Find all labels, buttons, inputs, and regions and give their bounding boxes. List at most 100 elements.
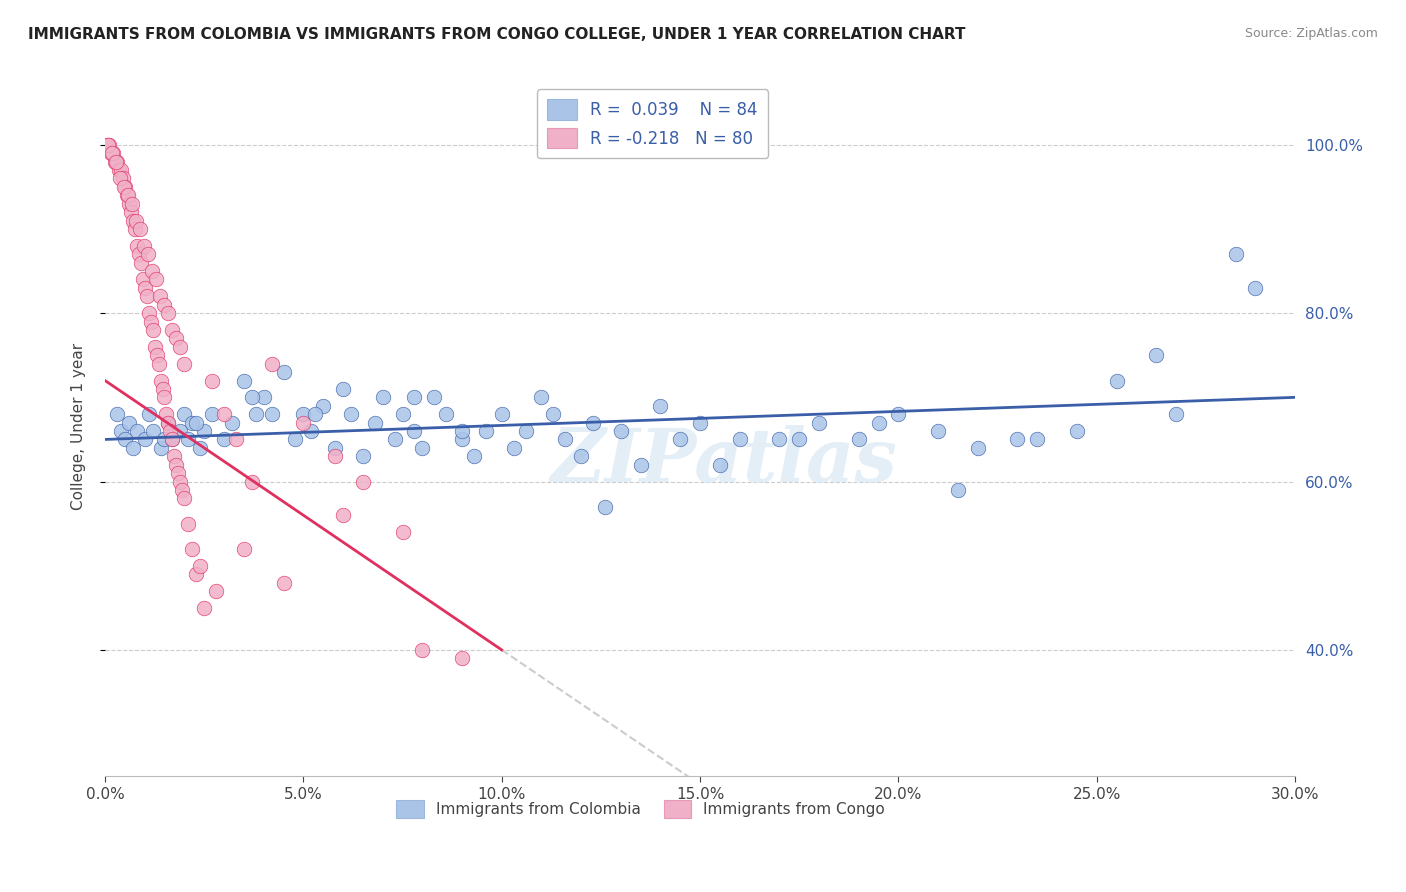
Point: [157, 416, 180, 430]
Point: [142, 323, 165, 337]
Point: [124, 222, 146, 236]
Point: [371, 390, 394, 404]
Point: [569, 450, 592, 464]
Point: [136, 247, 159, 261]
Point: [332, 508, 354, 523]
Point: [582, 416, 605, 430]
Point: [162, 433, 184, 447]
Point: [121, 441, 143, 455]
Point: [97, 137, 120, 152]
Point: [1166, 407, 1188, 421]
Point: [149, 441, 172, 455]
Point: [502, 441, 524, 455]
Point: [1244, 281, 1267, 295]
Point: [411, 441, 433, 455]
Point: [129, 255, 152, 269]
Point: [240, 390, 263, 404]
Point: [159, 424, 181, 438]
Point: [129, 222, 152, 236]
Point: [105, 154, 128, 169]
Point: [193, 600, 215, 615]
Point: [160, 323, 183, 337]
Point: [173, 491, 195, 506]
Point: [165, 458, 187, 472]
Point: [1105, 374, 1128, 388]
Point: [125, 424, 148, 438]
Point: [165, 331, 187, 345]
Point: [157, 416, 180, 430]
Point: [188, 441, 211, 455]
Point: [491, 407, 513, 421]
Point: [787, 433, 810, 447]
Point: [404, 424, 426, 438]
Point: [145, 272, 167, 286]
Point: [284, 433, 307, 447]
Point: [162, 433, 184, 447]
Point: [689, 416, 711, 430]
Point: [323, 441, 346, 455]
Point: [101, 146, 124, 161]
Point: [145, 348, 167, 362]
Point: [125, 239, 148, 253]
Point: [100, 146, 122, 161]
Point: [149, 374, 172, 388]
Point: [212, 407, 235, 421]
Point: [323, 450, 346, 464]
Point: [299, 424, 322, 438]
Point: [240, 475, 263, 489]
Point: [245, 407, 267, 421]
Point: [225, 433, 247, 447]
Point: [134, 433, 156, 447]
Point: [108, 171, 131, 186]
Point: [1225, 247, 1247, 261]
Point: [260, 357, 283, 371]
Point: [292, 416, 315, 430]
Point: [530, 390, 553, 404]
Point: [451, 424, 474, 438]
Point: [139, 315, 162, 329]
Point: [273, 575, 295, 590]
Point: [125, 213, 148, 227]
Point: [138, 407, 160, 421]
Point: [332, 382, 354, 396]
Point: [132, 239, 155, 253]
Point: [593, 500, 616, 514]
Point: [118, 416, 141, 430]
Point: [312, 399, 335, 413]
Point: [186, 567, 208, 582]
Point: [173, 407, 195, 421]
Point: [352, 475, 374, 489]
Point: [181, 541, 204, 556]
Point: [142, 424, 165, 438]
Point: [868, 416, 890, 430]
Point: [148, 357, 170, 371]
Point: [709, 458, 731, 472]
Text: ZIPatlas: ZIPatlas: [550, 425, 897, 498]
Point: [112, 180, 135, 194]
Point: [232, 541, 254, 556]
Point: [609, 424, 631, 438]
Point: [153, 390, 176, 404]
Point: [114, 433, 136, 447]
Point: [221, 416, 243, 430]
Point: [212, 433, 235, 447]
Text: IMMIGRANTS FROM COLOMBIA VS IMMIGRANTS FROM CONGO COLLEGE, UNDER 1 YEAR CORRELAT: IMMIGRANTS FROM COLOMBIA VS IMMIGRANTS F…: [28, 27, 966, 42]
Point: [173, 357, 195, 371]
Point: [848, 433, 870, 447]
Point: [391, 524, 413, 539]
Point: [143, 340, 166, 354]
Point: [110, 163, 132, 178]
Point: [181, 416, 204, 430]
Point: [105, 407, 128, 421]
Point: [188, 558, 211, 573]
Point: [169, 424, 191, 438]
Point: [115, 188, 138, 202]
Point: [352, 450, 374, 464]
Point: [205, 584, 228, 599]
Point: [364, 416, 387, 430]
Text: Source: ZipAtlas.com: Source: ZipAtlas.com: [1244, 27, 1378, 40]
Point: [111, 171, 134, 186]
Point: [149, 289, 172, 303]
Point: [423, 390, 446, 404]
Legend: Immigrants from Colombia, Immigrants from Congo: Immigrants from Colombia, Immigrants fro…: [389, 794, 891, 824]
